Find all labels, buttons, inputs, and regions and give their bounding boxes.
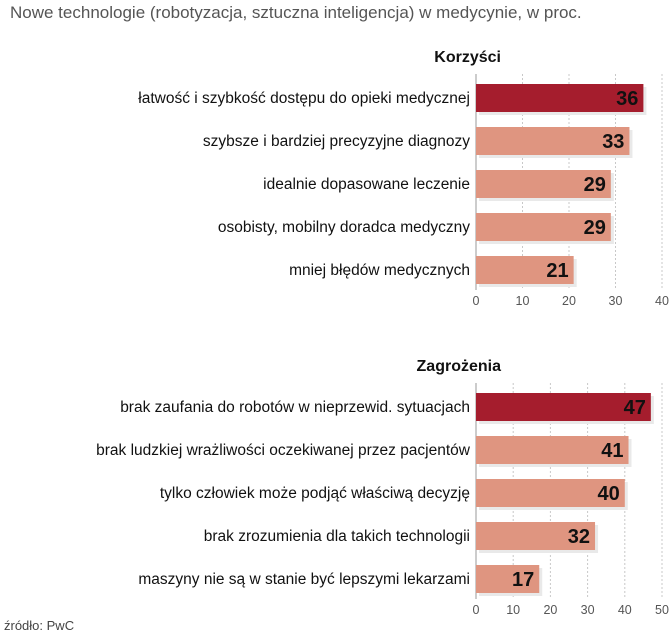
benefits-bar: [476, 256, 574, 284]
benefits-value-label: 21: [546, 260, 568, 282]
threats-value-label: 40: [598, 483, 620, 505]
benefits-category-label: szybsze i bardziej precyzyjne diagnozy: [203, 133, 470, 150]
benefits-tick-label: 10: [516, 294, 530, 308]
threats-tick-label: 50: [655, 603, 669, 617]
threats-bar: [476, 393, 651, 421]
threats-section-title: Zagrożenia: [417, 358, 502, 375]
benefits-category-label: mniej błędów medycznych: [289, 262, 470, 279]
threats-tick-label: 20: [543, 603, 557, 617]
benefits-tick-label: 40: [655, 294, 669, 308]
threats-tick-label: 0: [473, 603, 480, 617]
benefits-bar: [476, 127, 630, 155]
threats-bar: [476, 522, 596, 550]
benefits-bar: [476, 213, 611, 241]
threats-bar: [476, 565, 540, 593]
threats-value-label: 32: [568, 526, 590, 548]
benefits-category-label: łatwość i szybkość dostępu do opieki med…: [138, 90, 470, 107]
threats-bar: [476, 479, 625, 507]
chart-title: Nowe technologie (robotyzacja, sztuczna …: [10, 3, 582, 22]
benefits-value-label: 29: [584, 174, 606, 196]
benefits-section-title: Korzyści: [434, 49, 501, 66]
source-note: źródło: PwC: [4, 618, 75, 633]
threats-value-label: 47: [624, 397, 646, 419]
threats-bar: [476, 436, 629, 464]
threats-category-label: brak ludzkiej wrażliwości oczekiwanej pr…: [96, 442, 471, 459]
benefits-value-label: 33: [602, 131, 624, 153]
threats-category-label: maszyny nie są w stanie być lepszymi lek…: [138, 571, 470, 588]
benefits-category-label: osobisty, mobilny doradca medyczny: [218, 219, 470, 236]
benefits-tick-label: 30: [609, 294, 623, 308]
threats-value-label: 17: [512, 569, 534, 591]
threats-tick-label: 40: [618, 603, 632, 617]
benefits-bar: [476, 84, 644, 112]
benefits-bar: [476, 170, 611, 198]
threats-category-label: tylko człowiek może podjąć właściwą decy…: [160, 485, 470, 502]
benefits-value-label: 29: [584, 217, 606, 239]
threats-category-label: brak zaufania do robotów w nieprzewid. s…: [120, 399, 470, 416]
threats-tick-label: 30: [581, 603, 595, 617]
benefits-category-label: idealnie dopasowane leczenie: [263, 176, 470, 193]
benefits-tick-label: 0: [473, 294, 480, 308]
benefits-tick-label: 20: [562, 294, 576, 308]
benefits-value-label: 36: [616, 88, 638, 110]
threats-value-label: 41: [601, 440, 623, 462]
threats-category-label: brak zrozumienia dla takich technologii: [204, 528, 470, 545]
threats-tick-label: 10: [506, 603, 520, 617]
